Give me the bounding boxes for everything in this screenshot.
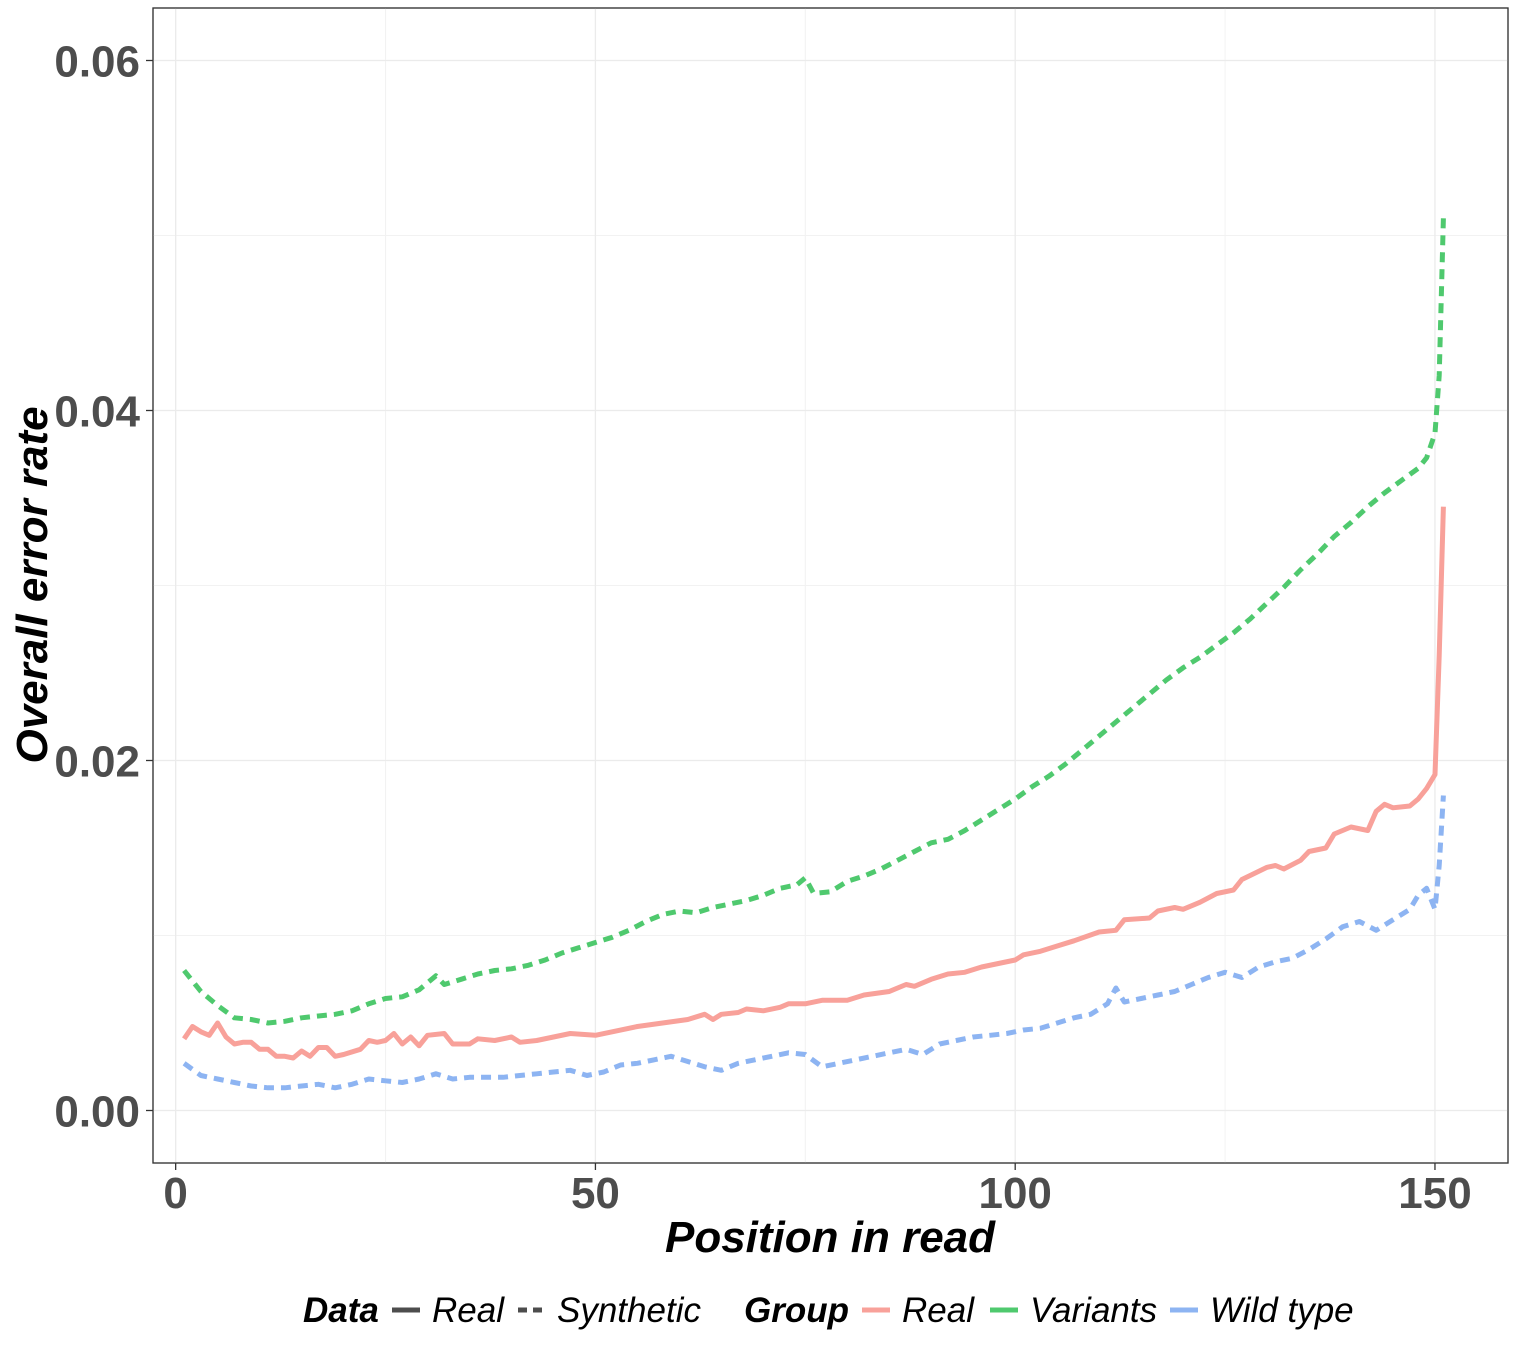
legend-group-title: Group xyxy=(744,1291,849,1330)
y-axis: 0.00 0.02 0.04 0.06 xyxy=(54,38,153,1137)
legend-data-synthetic: Synthetic xyxy=(557,1291,701,1330)
x-axis: 0 50 100 150 xyxy=(163,1163,1471,1218)
y-tick-label: 0.02 xyxy=(54,738,140,787)
y-tick-label: 0.00 xyxy=(54,1088,140,1137)
x-tick-label: 50 xyxy=(571,1169,620,1218)
x-tick-label: 100 xyxy=(978,1169,1051,1218)
x-tick-label: 0 xyxy=(163,1169,187,1218)
legend-group-real: Real xyxy=(902,1291,975,1330)
y-tick-label: 0.04 xyxy=(54,388,140,437)
legend-data-title: Data xyxy=(303,1291,379,1330)
legend-group-wild-type: Wild type xyxy=(1210,1291,1354,1330)
x-tick-label: 150 xyxy=(1398,1169,1471,1218)
legend-group-variants: Variants xyxy=(1030,1291,1157,1330)
y-axis-title: Overall error rate xyxy=(8,406,57,763)
legend-data-real: Real xyxy=(432,1291,505,1330)
y-tick-label: 0.06 xyxy=(54,38,140,87)
legend: Data Real Synthetic Group Real Variants … xyxy=(303,1291,1354,1330)
x-axis-title: Position in read xyxy=(665,1213,996,1262)
